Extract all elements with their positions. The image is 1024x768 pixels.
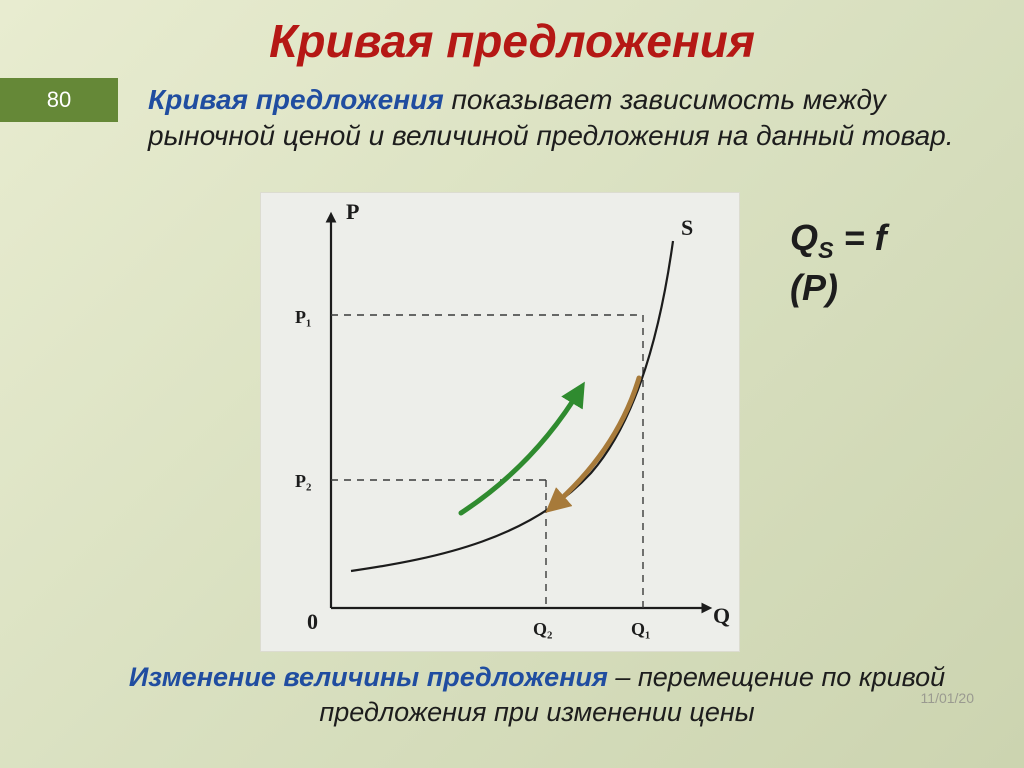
slide-title: Кривая предложения [0, 0, 1024, 68]
svg-text:P₂: P₂ [295, 471, 311, 491]
definition-text: Кривая предложения показывает зависимост… [148, 82, 964, 154]
slide-date: 11/01/20 [921, 690, 974, 706]
supply-function-formula: QS = f (P) [790, 215, 887, 310]
svg-text:Q: Q [713, 603, 730, 628]
definition-lead: Кривая предложения [148, 84, 444, 115]
supply-curve-chart: P S Q 0 P₁ P₂ Q₁ Q₂ [260, 192, 740, 652]
svg-text:0: 0 [307, 609, 318, 634]
page-number: 80 [47, 87, 71, 113]
formula-line1: QS = f [790, 217, 887, 258]
svg-text:Q₂: Q₂ [533, 619, 552, 639]
page-number-badge: 80 [0, 78, 118, 122]
svg-text:S: S [681, 215, 693, 240]
bottom-caption: Изменение величины предложения – перемещ… [120, 660, 954, 729]
bottom-lead: Изменение величины предложения [129, 662, 608, 692]
svg-text:Q₁: Q₁ [631, 619, 650, 639]
formula-line2: (P) [790, 267, 838, 308]
svg-text:P₁: P₁ [295, 307, 311, 327]
svg-text:P: P [346, 199, 359, 224]
